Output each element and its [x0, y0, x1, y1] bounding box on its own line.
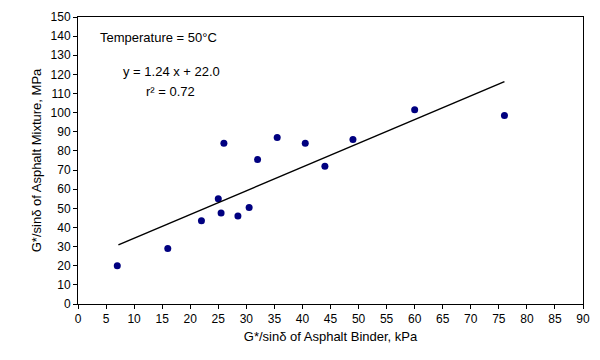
- svg-text:70: 70: [464, 312, 478, 326]
- svg-text:120: 120: [51, 68, 71, 82]
- svg-text:Temperature = 50°C: Temperature = 50°C: [100, 30, 217, 45]
- svg-text:45: 45: [324, 312, 338, 326]
- svg-text:30: 30: [240, 312, 254, 326]
- svg-text:130: 130: [51, 48, 71, 62]
- svg-text:55: 55: [380, 312, 394, 326]
- svg-text:10: 10: [127, 312, 141, 326]
- svg-text:70: 70: [57, 163, 71, 177]
- svg-text:10: 10: [57, 278, 71, 292]
- svg-text:110: 110: [51, 87, 70, 101]
- svg-text:5: 5: [103, 312, 110, 326]
- svg-text:50: 50: [352, 312, 366, 326]
- svg-text:25: 25: [212, 312, 226, 326]
- svg-text:100: 100: [51, 106, 71, 120]
- svg-text:90: 90: [57, 125, 71, 139]
- svg-text:20: 20: [184, 312, 198, 326]
- svg-text:0: 0: [75, 312, 82, 326]
- svg-text:G*/sinδ of Asphalt Mixture, MP: G*/sinδ of Asphalt Mixture, MPa: [29, 68, 44, 252]
- svg-text:90: 90: [576, 312, 590, 326]
- svg-text:140: 140: [51, 29, 71, 43]
- svg-text:50: 50: [57, 202, 71, 216]
- svg-text:0: 0: [64, 297, 71, 311]
- svg-text:40: 40: [296, 312, 310, 326]
- svg-text:65: 65: [436, 312, 450, 326]
- svg-text:15: 15: [155, 312, 169, 326]
- svg-text:20: 20: [57, 259, 71, 273]
- svg-text:80: 80: [520, 312, 534, 326]
- svg-text:150: 150: [51, 10, 71, 24]
- svg-text:80: 80: [57, 144, 71, 158]
- svg-text:60: 60: [57, 182, 71, 196]
- svg-text:30: 30: [57, 240, 71, 254]
- svg-text:60: 60: [408, 312, 422, 326]
- svg-text:G*/sinδ of Asphalt Binder, kPa: G*/sinδ of Asphalt Binder, kPa: [244, 329, 418, 344]
- svg-text:r² = 0.72: r² = 0.72: [146, 84, 195, 99]
- svg-text:85: 85: [548, 312, 562, 326]
- svg-text:y = 1.24 x + 22.0: y = 1.24 x + 22.0: [123, 64, 220, 79]
- svg-text:35: 35: [268, 312, 282, 326]
- svg-text:40: 40: [57, 221, 71, 235]
- svg-text:75: 75: [492, 312, 506, 326]
